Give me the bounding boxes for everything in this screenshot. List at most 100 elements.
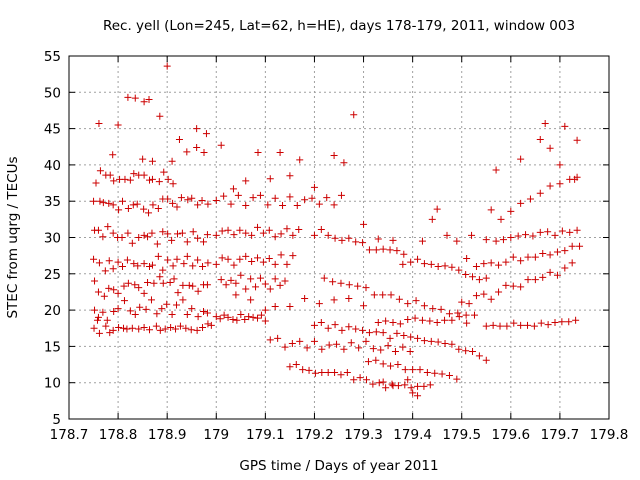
data-point bbox=[271, 260, 279, 268]
data-point bbox=[207, 321, 215, 329]
data-point bbox=[286, 363, 294, 371]
data-point bbox=[130, 260, 138, 268]
data-point bbox=[360, 220, 368, 228]
x-tick-label: 178.9 bbox=[148, 427, 187, 443]
data-point bbox=[482, 322, 490, 330]
data-point bbox=[199, 263, 207, 271]
data-point bbox=[338, 236, 346, 244]
data-point bbox=[489, 321, 497, 329]
data-point bbox=[310, 183, 318, 191]
data-point bbox=[553, 271, 561, 279]
data-point bbox=[362, 337, 370, 345]
data-point bbox=[281, 343, 289, 351]
data-point bbox=[427, 260, 435, 268]
data-point bbox=[204, 259, 212, 267]
data-point bbox=[110, 308, 118, 316]
data-point bbox=[458, 298, 466, 306]
data-point bbox=[393, 329, 401, 337]
data-point bbox=[99, 199, 107, 207]
data-point bbox=[109, 151, 117, 159]
data-point bbox=[320, 274, 328, 282]
data-point bbox=[359, 326, 367, 334]
data-point bbox=[109, 229, 117, 237]
data-point bbox=[135, 234, 143, 241]
data-point bbox=[212, 231, 220, 239]
data-point bbox=[399, 260, 407, 268]
data-point bbox=[345, 281, 353, 289]
data-point bbox=[119, 324, 127, 332]
data-point bbox=[286, 172, 294, 180]
x-tick-label: 179 bbox=[203, 427, 229, 443]
data-point bbox=[164, 256, 172, 264]
data-point bbox=[179, 281, 187, 289]
data-point bbox=[144, 233, 152, 241]
chart-title: Rec. yell (Lon=245, Lat=62, h=HE), days … bbox=[103, 18, 575, 34]
data-point bbox=[426, 317, 434, 325]
data-point bbox=[168, 310, 176, 318]
data-point bbox=[509, 253, 517, 261]
data-point bbox=[254, 223, 262, 231]
data-point bbox=[568, 242, 576, 250]
data-point bbox=[91, 277, 99, 285]
data-point bbox=[331, 234, 339, 242]
data-point bbox=[420, 302, 428, 310]
data-point bbox=[105, 199, 113, 207]
data-point bbox=[172, 325, 180, 333]
data-point bbox=[242, 285, 250, 293]
data-point bbox=[292, 361, 300, 369]
data-point bbox=[539, 249, 547, 257]
data-point bbox=[145, 96, 153, 104]
data-point bbox=[118, 234, 126, 241]
data-point bbox=[130, 170, 138, 178]
data-point bbox=[148, 175, 156, 183]
data-point bbox=[174, 289, 182, 297]
data-point bbox=[379, 291, 387, 299]
data-point bbox=[462, 271, 470, 279]
data-point bbox=[140, 205, 148, 213]
data-point bbox=[355, 344, 363, 352]
data-point bbox=[546, 144, 554, 152]
data-point bbox=[517, 283, 525, 291]
data-point bbox=[237, 310, 245, 318]
data-point bbox=[119, 263, 127, 271]
data-point bbox=[176, 322, 184, 330]
data-point bbox=[140, 171, 148, 179]
data-point bbox=[318, 369, 326, 377]
data-point bbox=[227, 276, 235, 284]
data-point bbox=[249, 313, 257, 321]
data-point bbox=[324, 324, 332, 332]
data-point bbox=[359, 239, 367, 247]
data-point bbox=[448, 263, 456, 271]
data-point bbox=[247, 296, 255, 304]
data-point bbox=[102, 322, 110, 330]
data-point bbox=[495, 261, 503, 269]
data-point bbox=[204, 200, 212, 208]
data-point bbox=[573, 136, 581, 144]
data-point bbox=[492, 166, 500, 174]
data-point bbox=[526, 195, 534, 203]
data-point bbox=[487, 206, 495, 214]
x-tick-label: 179.1 bbox=[246, 427, 285, 443]
data-point bbox=[561, 264, 569, 272]
data-point bbox=[248, 257, 256, 265]
data-point bbox=[333, 340, 341, 348]
data-point bbox=[454, 309, 462, 317]
data-point bbox=[124, 229, 132, 237]
data-point bbox=[218, 227, 226, 235]
data-point bbox=[507, 234, 515, 241]
data-point bbox=[146, 326, 154, 334]
data-point bbox=[139, 155, 147, 163]
data-point bbox=[229, 316, 237, 324]
data-point bbox=[276, 281, 284, 289]
data-point bbox=[343, 369, 351, 377]
data-point bbox=[524, 253, 532, 261]
data-point bbox=[576, 242, 584, 250]
data-point bbox=[114, 289, 122, 297]
data-point bbox=[95, 120, 103, 128]
y-tick-label: 10 bbox=[44, 376, 61, 392]
data-point bbox=[134, 262, 142, 270]
data-point bbox=[140, 260, 148, 268]
data-point bbox=[404, 316, 412, 324]
data-point bbox=[445, 371, 453, 379]
data-point bbox=[168, 157, 176, 165]
